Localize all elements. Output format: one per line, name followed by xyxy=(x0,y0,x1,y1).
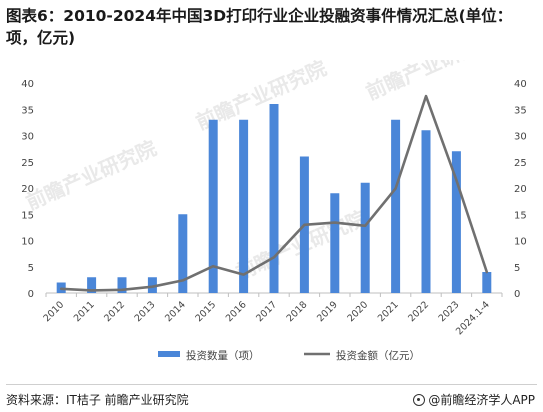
x-tick-label: 2010 xyxy=(41,299,66,324)
x-tick-label: 2016 xyxy=(224,299,249,324)
y-left-tick-label: 10 xyxy=(21,237,34,248)
bar xyxy=(117,277,127,293)
y-left-tick-label: 35 xyxy=(21,105,34,116)
bar xyxy=(421,130,431,293)
footer: 资料来源：IT桔子 前瞻产业研究院 @前瞻经济学人APP xyxy=(0,382,543,412)
legend-swatch-bar xyxy=(158,351,180,357)
bar xyxy=(360,182,370,293)
x-tick-label: 2012 xyxy=(102,299,127,324)
x-tick-label: 2020 xyxy=(345,299,370,324)
bar xyxy=(330,193,340,293)
legend-label-line: 投资金额（亿元） xyxy=(336,349,420,362)
bar xyxy=(391,119,401,293)
y-right-tick-label: 15 xyxy=(514,210,527,221)
x-tick-label: 2021 xyxy=(376,299,401,324)
x-tick-label: 2022 xyxy=(406,299,431,324)
y-left-tick-label: 5 xyxy=(28,263,34,274)
source-note: 资料来源：IT桔子 前瞻产业研究院 xyxy=(6,393,189,407)
legend-label-bar: 投资数量（项） xyxy=(186,349,260,362)
y-left-tick-label: 20 xyxy=(21,184,34,195)
y-right-tick-label: 40 xyxy=(514,79,527,90)
chart-area: 前瞻产业研究院前瞻产业研究院前瞻产业研究院前瞻产业研究院051015202530… xyxy=(0,26,543,380)
bar xyxy=(208,119,218,293)
brand-credit: @前瞻经济学人APP xyxy=(413,391,535,408)
y-right-tick-label: 5 xyxy=(514,263,520,274)
x-tick-label: 2019 xyxy=(315,299,340,324)
y-right-tick-label: 35 xyxy=(514,105,527,116)
x-tick-label: 2017 xyxy=(254,299,279,324)
watermark-text: 前瞻产业研究院 xyxy=(22,136,160,215)
x-tick-label: 2015 xyxy=(193,299,218,324)
y-left-tick-label: 0 xyxy=(28,289,34,300)
y-right-tick-label: 20 xyxy=(514,184,527,195)
x-tick-label: 2023 xyxy=(437,299,462,324)
x-tick-label: 2024.1-4 xyxy=(454,299,492,337)
y-right-tick-label: 25 xyxy=(514,158,527,169)
y-right-tick-label: 30 xyxy=(514,132,527,143)
y-left-tick-label: 15 xyxy=(21,210,34,221)
x-tick-label: 2018 xyxy=(285,299,310,324)
y-right-tick-label: 10 xyxy=(514,237,527,248)
amount-line xyxy=(59,94,489,292)
y-left-tick-label: 30 xyxy=(21,132,34,143)
brand-logo-icon xyxy=(413,394,426,406)
y-left-tick-label: 25 xyxy=(21,158,34,169)
x-tick-label: 2013 xyxy=(133,299,158,324)
footer-divider xyxy=(6,384,537,385)
y-left-tick-label: 40 xyxy=(21,79,34,90)
bar xyxy=(482,272,492,293)
x-tick-label: 2011 xyxy=(72,299,97,324)
bar xyxy=(239,119,249,293)
chart-title: 图表6：2010-2024年中国3D打印行业企业投融资事件情况汇总(单位：项，亿… xyxy=(6,7,513,47)
bar xyxy=(269,104,279,293)
bar xyxy=(87,277,97,293)
y-right-tick-label: 0 xyxy=(514,289,520,300)
bar xyxy=(451,151,461,293)
chart-svg: 前瞻产业研究院前瞻产业研究院前瞻产业研究院前瞻产业研究院051015202530… xyxy=(21,26,527,362)
watermark-text: 前瞻产业研究院 xyxy=(362,60,500,105)
x-tick-label: 2014 xyxy=(163,299,188,324)
bar xyxy=(178,214,188,293)
brand-label: @前瞻经济学人APP xyxy=(428,393,535,407)
bar xyxy=(147,277,157,293)
